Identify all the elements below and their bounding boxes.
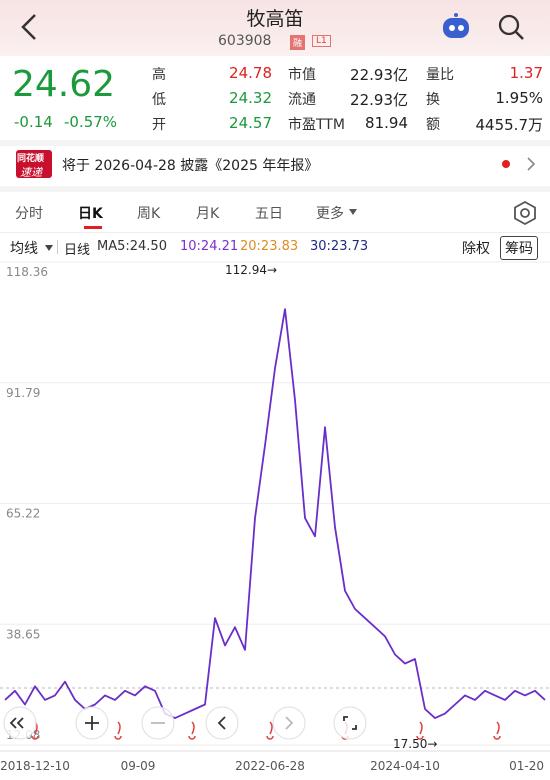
stat-value: 4455.7万 <box>475 116 544 134</box>
stat-label: 量比 <box>426 67 454 83</box>
dropdown-arrow <box>349 209 357 215</box>
event-marker <box>493 721 501 740</box>
stat-value: 22.93亿 <box>350 91 408 109</box>
tool-button[interactable] <box>333 706 367 740</box>
stat-label: 换 <box>426 92 440 108</box>
notice-logo <box>16 150 52 178</box>
stat-value: 24.78 <box>229 64 272 82</box>
x-tick-label: 2018-12-10 <box>0 759 70 773</box>
y-tick-label: 118.36 <box>6 265 48 279</box>
assistant-icon[interactable] <box>440 12 472 42</box>
stat-value: 1.37 <box>509 64 543 82</box>
change-pct: -0.57% <box>64 113 118 131</box>
x-tick-label: 09-09 <box>121 759 156 773</box>
notice-text[interactable]: 将于 2026-04-28 披露《2025 年年报》 <box>62 158 319 174</box>
event-marker <box>416 721 424 740</box>
dropdown-arrow <box>45 245 53 251</box>
ma-value: 20:23.83 <box>240 239 299 254</box>
badge: 融 <box>290 35 306 50</box>
stock-name: 牧高笛 <box>246 8 304 30</box>
tool-button[interactable] <box>205 706 239 740</box>
notice-logo-text: 速递 <box>20 166 42 179</box>
chart: 118.3691.7965.2238.6512.08112.94→17.50→2… <box>0 261 550 773</box>
x-tick-label: 2022-06-28 <box>235 759 305 773</box>
tab[interactable]: 更多 <box>316 206 344 222</box>
y-tick-label: 65.22 <box>6 507 40 521</box>
ma-value: MA5:24.50 <box>97 239 167 254</box>
tab-underline <box>84 226 102 229</box>
stat-label: 额 <box>426 117 440 133</box>
stat-label: 高 <box>152 67 166 83</box>
action[interactable]: 筹码 <box>500 236 538 260</box>
y-tick-label: 91.79 <box>6 386 40 400</box>
stat-value: 1.95% <box>495 89 543 107</box>
stat-value: 81.94 <box>365 114 408 132</box>
period: 日线 <box>64 243 91 258</box>
divider <box>0 140 550 146</box>
low-annotation: 17.50→ <box>393 737 437 751</box>
stat-label: 低 <box>152 92 166 108</box>
notice-indicator[interactable] <box>498 155 538 175</box>
ma-value: 10:24.21 <box>180 239 239 254</box>
event-marker <box>188 721 196 740</box>
tab[interactable]: 五日 <box>255 206 283 222</box>
stock-code: 603908 <box>218 33 272 49</box>
stat-value: 24.57 <box>229 114 272 132</box>
tool-button[interactable] <box>75 706 109 740</box>
separator <box>57 240 58 254</box>
event-marker <box>114 721 122 740</box>
stat-label: 市值 <box>288 67 316 83</box>
event-marker <box>266 721 274 740</box>
price: 24.62 <box>12 64 116 105</box>
stat-label: 流通 <box>288 92 316 108</box>
ma-value: 30:23.73 <box>310 239 369 254</box>
change: -0.14 <box>14 113 53 131</box>
tool-button[interactable] <box>141 706 175 740</box>
tab[interactable]: 周K <box>137 206 161 222</box>
badge: L1 <box>312 35 331 47</box>
tool-button[interactable] <box>3 706 37 740</box>
divider <box>0 232 550 233</box>
tab[interactable]: 分时 <box>15 206 43 222</box>
stat-label: 开 <box>152 117 166 133</box>
x-tick-label: 2024-04-10 <box>370 759 440 773</box>
back-button[interactable] <box>18 12 42 42</box>
stat-value: 24.32 <box>229 89 272 107</box>
tab[interactable]: 月K <box>196 206 220 222</box>
high-annotation: 112.94→ <box>225 263 277 277</box>
stat-value: 22.93亿 <box>350 66 408 84</box>
y-tick-label: 38.65 <box>6 627 40 641</box>
tab[interactable]: 日K <box>78 206 103 222</box>
search-icon[interactable] <box>496 12 526 42</box>
notice-logo-text: 同花顺 <box>17 154 45 164</box>
divider <box>0 186 550 192</box>
stat-label: 市盈TTM <box>288 117 345 133</box>
action[interactable]: 除权 <box>462 241 490 257</box>
price-line <box>4 308 546 719</box>
tool-button[interactable] <box>272 706 306 740</box>
indicator-menu[interactable]: 均线 <box>10 241 38 257</box>
x-tick-label: 01-20 <box>509 759 544 773</box>
settings-icon[interactable] <box>512 200 538 226</box>
